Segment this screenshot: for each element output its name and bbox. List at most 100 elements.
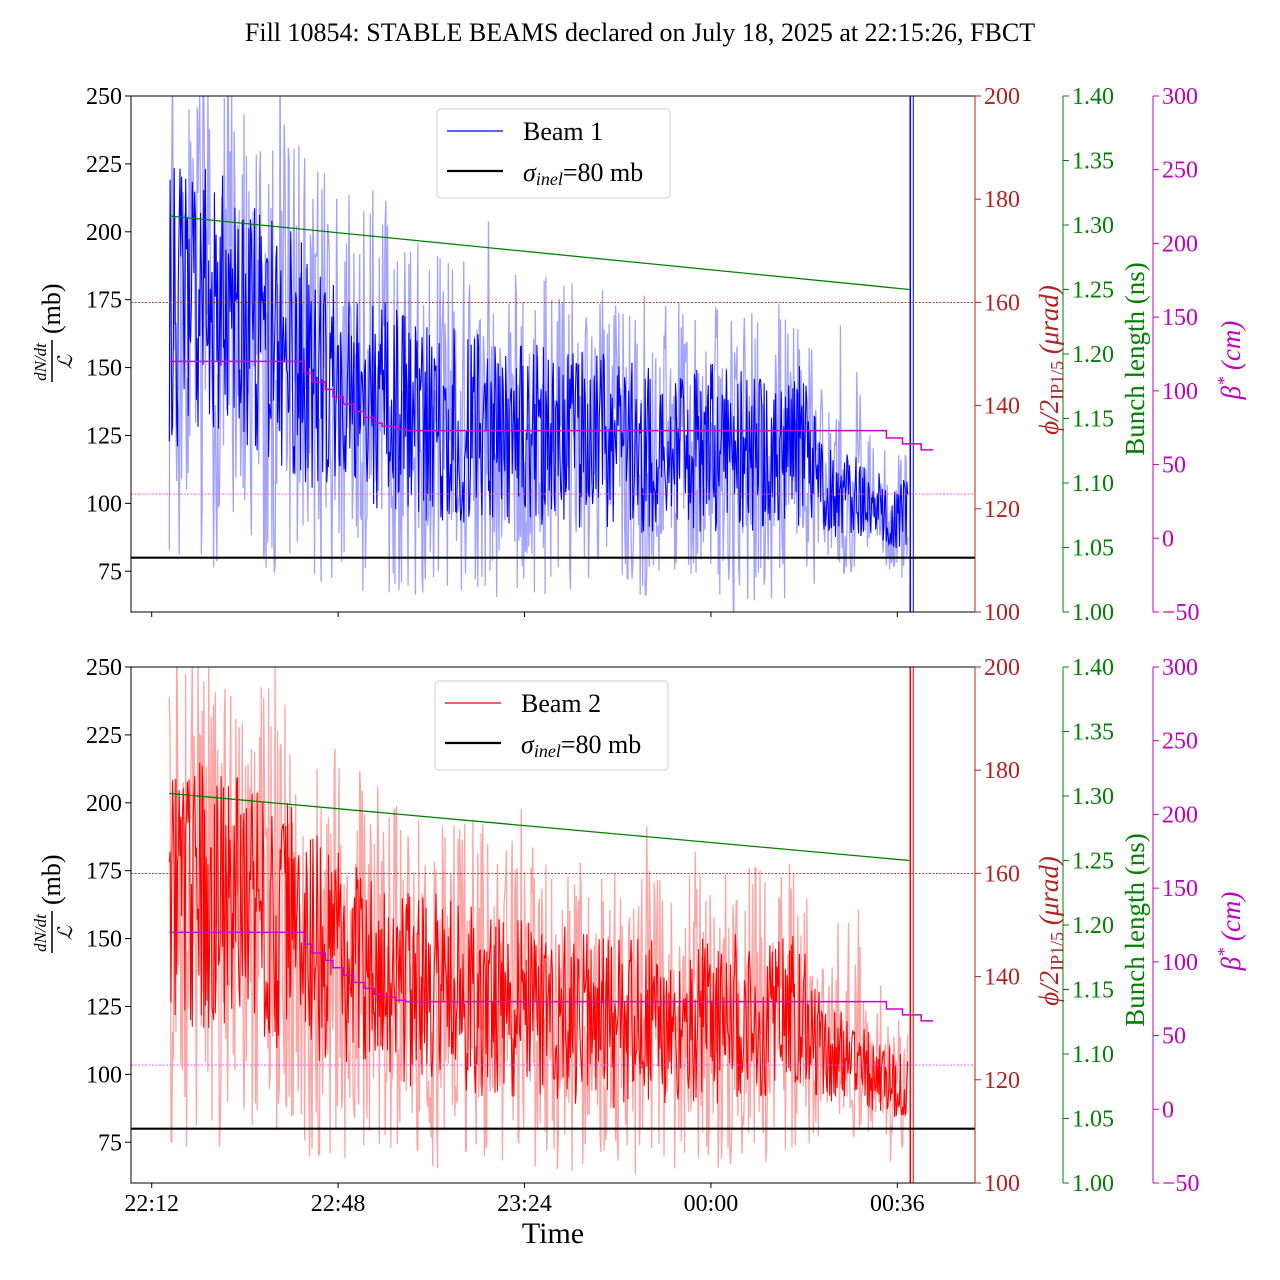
left-tick-label: 150 bbox=[86, 927, 122, 953]
right-tick-label: 1.05 bbox=[1072, 1107, 1114, 1133]
legend-sigma-label: σinel=80 mb bbox=[523, 158, 643, 189]
beta-star-line bbox=[169, 931, 934, 1022]
right-tick-label: 1.30 bbox=[1072, 213, 1114, 239]
left-label-unit: (mb) bbox=[37, 854, 66, 905]
x-tick-label: 00:36 bbox=[870, 1191, 925, 1217]
crossing-angle-axis-label: ϕ/2IP1/5 (μrad) bbox=[1034, 856, 1067, 1006]
series-mean-line bbox=[168, 762, 909, 1118]
crossing-angle-axis-label: ϕ/2IP1/5 (μrad) bbox=[1034, 285, 1067, 435]
right-tick-label: 1.35 bbox=[1072, 720, 1114, 746]
right-tick-label: 100 bbox=[984, 1171, 1020, 1197]
x-tick-label: 22:48 bbox=[311, 1191, 366, 1217]
right-tick-label: 160 bbox=[984, 861, 1020, 887]
left-tick-label: 150 bbox=[86, 356, 122, 382]
left-tick-label: 225 bbox=[86, 723, 122, 749]
right-tick-label: 180 bbox=[984, 187, 1020, 213]
right-tick-label: 250 bbox=[1162, 729, 1198, 755]
left-tick-label: 200 bbox=[86, 791, 122, 817]
beta-star-axis-label: β* (cm) bbox=[1214, 892, 1246, 972]
legend-sigma-label: σinel=80 mb bbox=[521, 730, 641, 761]
panel-bottom: 75 100 125 150 175 200 225 250 dN/dt ℒ (mb) 22:12 22… bbox=[31, 655, 1246, 1250]
label-sub: inel bbox=[536, 169, 563, 189]
left-tick-label: 125 bbox=[86, 994, 122, 1020]
right-tick-label: 200 bbox=[1162, 231, 1198, 257]
right-tick-label: 1.35 bbox=[1072, 149, 1114, 175]
right-tick-label: 50 bbox=[1162, 1024, 1186, 1050]
beta-star-line bbox=[169, 360, 934, 451]
right-tick-label: 160 bbox=[984, 290, 1020, 316]
label-unit: (μrad) bbox=[1034, 285, 1064, 361]
legend: Beam 2 σinel=80 mb bbox=[434, 680, 669, 771]
left-label-unit: (mb) bbox=[37, 283, 66, 334]
bunch-length-axis-label: Bunch length (ns) bbox=[1120, 262, 1150, 455]
label-part: σ bbox=[523, 158, 537, 187]
label-sub: IP1/5 bbox=[1047, 361, 1067, 400]
bunch-length-line bbox=[169, 215, 910, 291]
right-tick-label: 1.40 bbox=[1072, 655, 1114, 681]
bunch-length-line bbox=[169, 792, 910, 862]
figure-title: Fill 10854: STABLE BEAMS declared on Jul… bbox=[244, 18, 1036, 47]
left-tick-label: 125 bbox=[86, 423, 122, 449]
left-label-numerator: dN/dt bbox=[31, 342, 50, 381]
right-tick-label: 180 bbox=[984, 758, 1020, 784]
label-part: β bbox=[1216, 385, 1246, 400]
right-axis-bunch-length: 1.00 1.05 1.10 1.15 1.20 1.25 1.30 1.35 1.40 bbox=[1062, 84, 1114, 626]
right-axis-crossing-angle: 100 120 140 160 180 200 bbox=[974, 84, 1020, 626]
right-tick-label: 1.30 bbox=[1072, 784, 1114, 810]
plot-area bbox=[131, 667, 975, 1183]
right-tick-label: 300 bbox=[1162, 84, 1198, 110]
left-tick-label: 100 bbox=[86, 491, 122, 517]
label-sub: IP1/5 bbox=[1047, 932, 1067, 971]
left-label-denominator: ℒ bbox=[55, 354, 77, 369]
right-tick-label: 1.20 bbox=[1072, 913, 1114, 939]
left-label-numerator: dN/dt bbox=[31, 913, 50, 952]
right-tick-label: 0 bbox=[1162, 1097, 1174, 1123]
bunch-length-axis-label: Bunch length (ns) bbox=[1120, 833, 1150, 1026]
label-part: ϕ/2 bbox=[1034, 971, 1064, 1006]
left-tick-label: 100 bbox=[86, 1062, 122, 1088]
right-tick-label: 120 bbox=[984, 497, 1020, 523]
right-tick-label: 140 bbox=[984, 965, 1020, 991]
left-tick-label: 75 bbox=[98, 1130, 122, 1156]
right-tick-label: 1.25 bbox=[1072, 849, 1114, 875]
right-tick-label: 150 bbox=[1162, 305, 1198, 331]
right-tick-label: 1.05 bbox=[1072, 536, 1114, 562]
right-tick-label: 1.00 bbox=[1072, 600, 1114, 626]
right-tick-label: 200 bbox=[1162, 802, 1198, 828]
left-tick-label: 175 bbox=[86, 859, 122, 885]
right-tick-label: 250 bbox=[1162, 158, 1198, 184]
left-axis-label: dN/dt ℒ (mb) bbox=[31, 283, 77, 382]
x-tick-label: 00:00 bbox=[684, 1191, 739, 1217]
right-tick-label: 1.15 bbox=[1072, 407, 1114, 433]
left-tick-label: 250 bbox=[86, 655, 122, 681]
label-rest: =80 mb bbox=[561, 730, 641, 759]
x-axis-label: Time bbox=[522, 1217, 584, 1250]
beta-star-axis-label: β* (cm) bbox=[1214, 321, 1246, 401]
right-tick-label: 140 bbox=[984, 394, 1020, 420]
series-mean-line bbox=[168, 168, 909, 549]
right-tick-label: −50 bbox=[1162, 1171, 1200, 1197]
label-rest: =80 mb bbox=[563, 158, 643, 187]
right-axis-bunch-length: 1.00 1.05 1.10 1.15 1.20 1.25 1.30 1.35 1.40 bbox=[1062, 655, 1114, 1197]
label-part: β bbox=[1216, 956, 1246, 971]
right-tick-label: 50 bbox=[1162, 453, 1186, 479]
left-tick-label: 200 bbox=[86, 220, 122, 246]
label-unit: (cm) bbox=[1216, 321, 1246, 377]
left-tick-label: 75 bbox=[98, 559, 122, 585]
label-part: ϕ/2 bbox=[1034, 400, 1064, 435]
right-tick-label: 1.10 bbox=[1072, 471, 1114, 497]
right-tick-label: 100 bbox=[984, 600, 1020, 626]
right-tick-label: 100 bbox=[1162, 379, 1198, 405]
right-tick-label: 150 bbox=[1162, 876, 1198, 902]
right-tick-label: 1.00 bbox=[1072, 1171, 1114, 1197]
legend: Beam 1 σinel=80 mb bbox=[436, 108, 671, 199]
left-axis-label: dN/dt ℒ (mb) bbox=[31, 854, 77, 953]
label-unit: (μrad) bbox=[1034, 856, 1064, 932]
right-tick-label: 1.25 bbox=[1072, 278, 1114, 304]
right-tick-label: 1.15 bbox=[1072, 978, 1114, 1004]
label-unit: (cm) bbox=[1216, 892, 1246, 948]
right-tick-label: 1.20 bbox=[1072, 342, 1114, 368]
label-sub: inel bbox=[534, 741, 561, 761]
right-tick-label: 300 bbox=[1162, 655, 1198, 681]
